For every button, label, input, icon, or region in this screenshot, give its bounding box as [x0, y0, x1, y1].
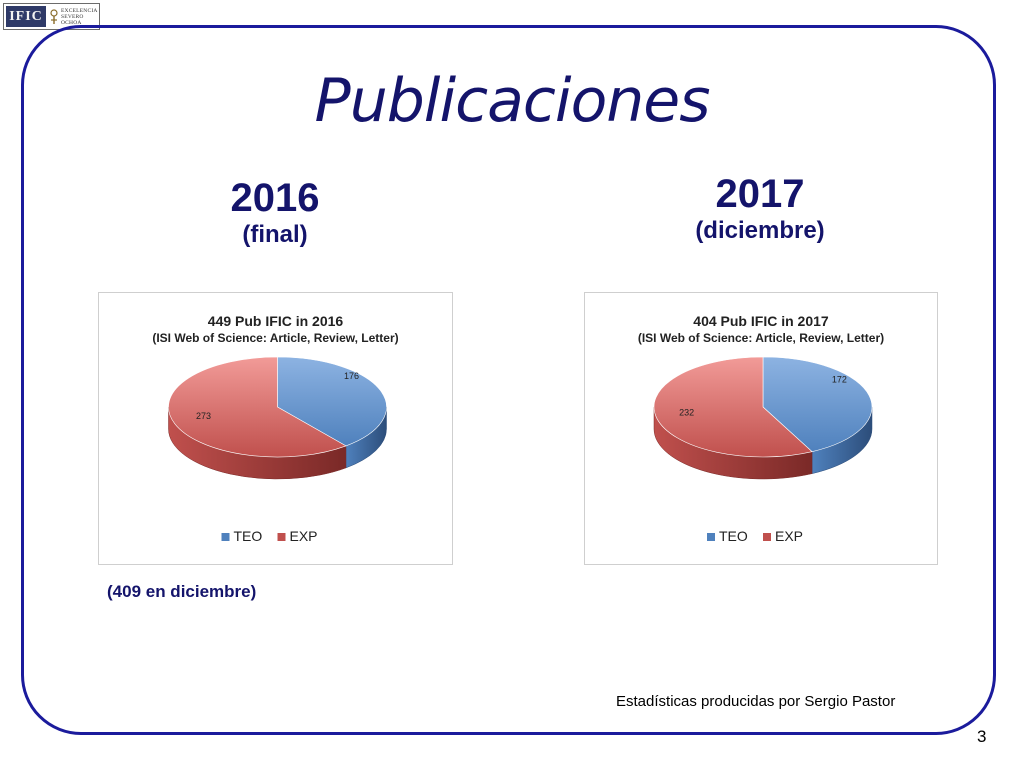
page-number: 3 [977, 727, 987, 746]
legend-item-exp: EXP [763, 528, 803, 544]
logo-ific-text: IFIC [6, 6, 46, 27]
legend-swatch [221, 533, 230, 541]
legend-label: TEO [719, 528, 748, 544]
legend-swatch [277, 533, 286, 541]
chart-title: 404 Pub IFIC in 2017 [693, 313, 829, 329]
pie-slice-exp [653, 356, 813, 458]
year-2017-heading: 2017 (diciembre) [660, 172, 860, 246]
legend-label: EXP [775, 528, 803, 544]
legend-label: EXP [290, 528, 318, 544]
severo-ochoa-emblem-icon [50, 8, 58, 24]
year-subtitle: (final) [242, 221, 308, 248]
pie-slice-teo [762, 356, 873, 452]
chart-title: 449 Pub IFIC in 2016 [208, 313, 344, 329]
year-2016-heading: 2016 (final) [175, 176, 375, 250]
pie-chart-2017: 404 Pub IFIC in 2017 (ISI Web of Science:… [584, 292, 938, 565]
data-label-exp: 273 [196, 411, 211, 421]
ific-logo: IFIC EXCELENCIA SEVERO OCHOA [3, 3, 100, 30]
year-label: 2016 [230, 176, 320, 220]
pie-slice-teo [277, 356, 387, 447]
slide-title: Publicaciones [314, 66, 711, 136]
chart-subtitle: (ISI Web of Science: Article, Review, Le… [638, 331, 884, 345]
legend-label: TEO [234, 528, 263, 544]
legend-item-exp: EXP [277, 528, 318, 544]
slide-frame [21, 25, 996, 735]
legend-swatch [707, 533, 715, 541]
note-409-december: (409 en diciembre) [107, 582, 257, 601]
legend-item-teo: TEO [707, 528, 748, 544]
pie-slice-exp [168, 356, 347, 458]
data-label-exp: 232 [679, 407, 694, 417]
legend-swatch [763, 533, 771, 541]
chart-subtitle: (ISI Web of Science: Article, Review, Le… [152, 331, 398, 345]
year-label: 2017 [715, 172, 805, 216]
logo-subtext: EXCELENCIA SEVERO OCHOA [61, 7, 98, 26]
year-subtitle: (diciembre) [695, 217, 825, 244]
data-label-teo: 172 [832, 375, 847, 385]
legend-item-teo: TEO [221, 528, 263, 544]
data-label-teo: 176 [344, 371, 359, 381]
pie-chart-2016: 449 Pub IFIC in 2016 (ISI Web of Science:… [98, 292, 453, 565]
credit-text: Estadísticas producidas por Sergio Pasto… [616, 693, 896, 710]
